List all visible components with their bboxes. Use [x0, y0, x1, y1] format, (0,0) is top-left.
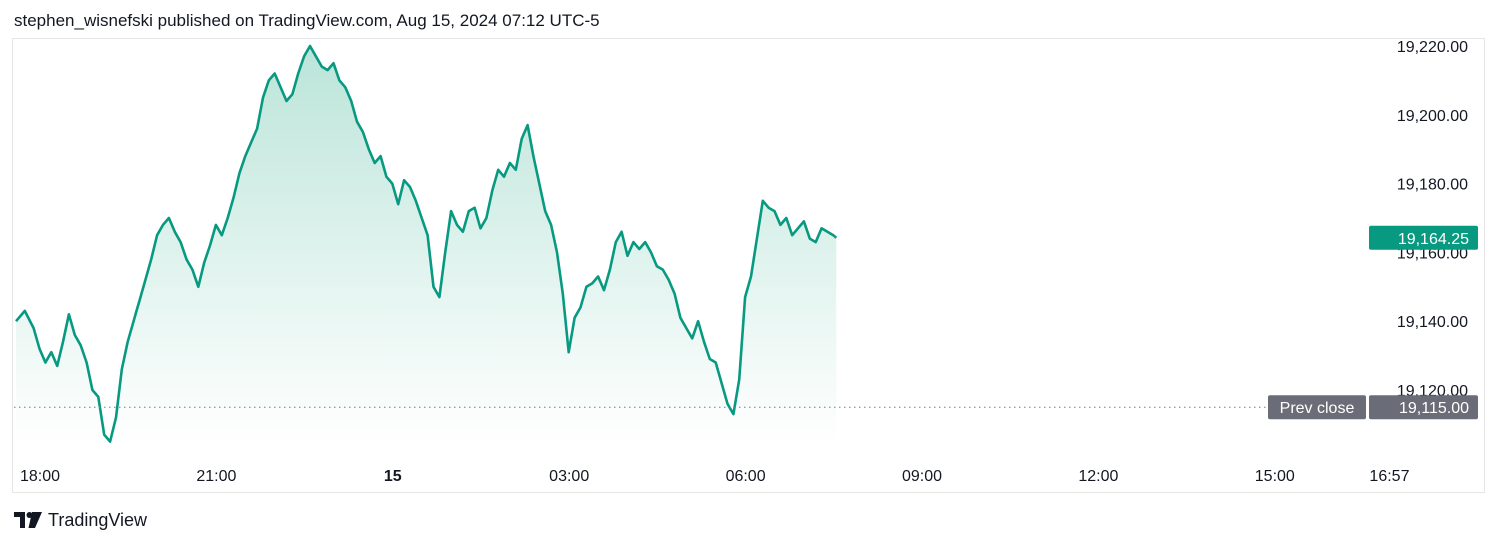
x-tick-label: 03:00	[549, 468, 589, 485]
x-tick-label: 15	[384, 468, 402, 485]
tradingview-logo-icon	[14, 512, 42, 528]
chart-frame	[12, 38, 1485, 493]
y-tick-label: 19,140.00	[1397, 314, 1468, 331]
last-price-label: 19,164.25	[1398, 231, 1469, 248]
x-tick-label: 18:00	[20, 468, 60, 485]
price-area-fill	[16, 46, 837, 445]
tradingview-footer[interactable]: TradingView	[14, 509, 147, 531]
prev-close-value-label: 19,115.00	[1399, 400, 1469, 417]
last-price-tag	[1369, 225, 1478, 250]
area-fill-layer	[16, 46, 837, 445]
prev-close-tag-label: Prev close	[1280, 400, 1355, 417]
tradingview-brand-text: TradingView	[48, 509, 148, 530]
x-tick-label: 12:00	[1078, 468, 1118, 485]
x-tick-label: 06:00	[726, 468, 766, 485]
x-tick-label: 16:57	[1369, 468, 1409, 485]
y-axis: 19,120.0019,140.0019,160.0019,180.0019,2…	[1397, 39, 1468, 400]
y-tick-label: 19,180.00	[1397, 177, 1468, 194]
attribution-text: stephen_wisnefski published on TradingVi…	[14, 11, 600, 30]
x-tick-label: 09:00	[902, 468, 942, 485]
price-line[interactable]	[15, 44, 838, 443]
x-tick-label: 21:00	[196, 468, 236, 485]
price-tags: 19,164.25 Prev close 19,115.00	[1268, 225, 1478, 420]
price-chart[interactable]: 19,120.0019,140.0019,160.0019,180.0019,2…	[0, 0, 1500, 500]
prev-close-value-tag	[1369, 395, 1478, 420]
x-axis: 18:00 21:00 15 03:00 06:00 09:00 12:00 15:00 16:…	[20, 468, 1410, 485]
prev-close-tag	[1268, 395, 1366, 420]
x-tick-label: 15:00	[1255, 468, 1295, 485]
y-tick-label: 19,220.00	[1397, 39, 1468, 56]
y-tick-label: 19,200.00	[1397, 108, 1468, 125]
price-line-layer	[15, 44, 838, 443]
